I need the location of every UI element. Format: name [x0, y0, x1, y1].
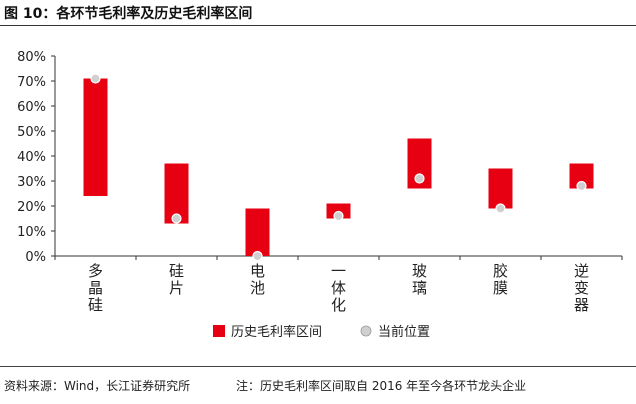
legend-range-swatch: [213, 325, 225, 337]
source-note: 资料来源：Wind，长江证券研究所: [4, 379, 191, 393]
current-point: [576, 180, 587, 192]
current-point: [414, 173, 425, 184]
category-label: 多晶硅: [88, 262, 103, 314]
margin-range-chart: 0% 10% 20% 30% 40% 50% 60% 70% 80% 多晶硅 硅片 电池 一体化 玻璃 胶膜…: [17, 50, 623, 340]
legend-current-label: 当前位置: [378, 324, 430, 340]
range-note: 注：历史毛利率区间取自 2016 年至今各环节龙头企业: [236, 379, 527, 393]
category-label: 逆变器: [574, 262, 589, 314]
y-tick-label: 60%: [17, 100, 46, 115]
y-tick-label: 40%: [17, 150, 46, 165]
range-bar: [245, 208, 270, 256]
category-label: 电池: [250, 262, 265, 297]
legend-range-label: 历史毛利率区间: [231, 324, 322, 340]
y-tick-label: 70%: [17, 75, 46, 90]
footer-rule: [0, 366, 636, 367]
current-point: [90, 73, 101, 84]
category-label: 胶膜: [493, 262, 508, 297]
figure-title: 图 10：各环节毛利率及历史毛利率区间: [4, 6, 253, 22]
title-rule: [0, 25, 636, 26]
current-point: [495, 203, 506, 214]
current-point: [333, 210, 344, 222]
category-label: 硅片: [169, 262, 184, 297]
y-tick-label: 0%: [25, 250, 46, 265]
y-tick-label: 50%: [17, 125, 46, 140]
y-tick-label: 30%: [17, 175, 46, 190]
legend-current-swatch: [360, 325, 372, 337]
y-tick-label: 20%: [17, 200, 46, 215]
current-point: [171, 213, 182, 224]
y-tick-label: 80%: [17, 50, 46, 65]
range-bar: [83, 78, 108, 196]
category-label: 一体化: [331, 262, 346, 314]
range-bar: [488, 168, 513, 209]
category-label: 玻璃: [412, 262, 427, 297]
current-point: [252, 250, 263, 262]
y-tick-label: 10%: [17, 225, 46, 240]
